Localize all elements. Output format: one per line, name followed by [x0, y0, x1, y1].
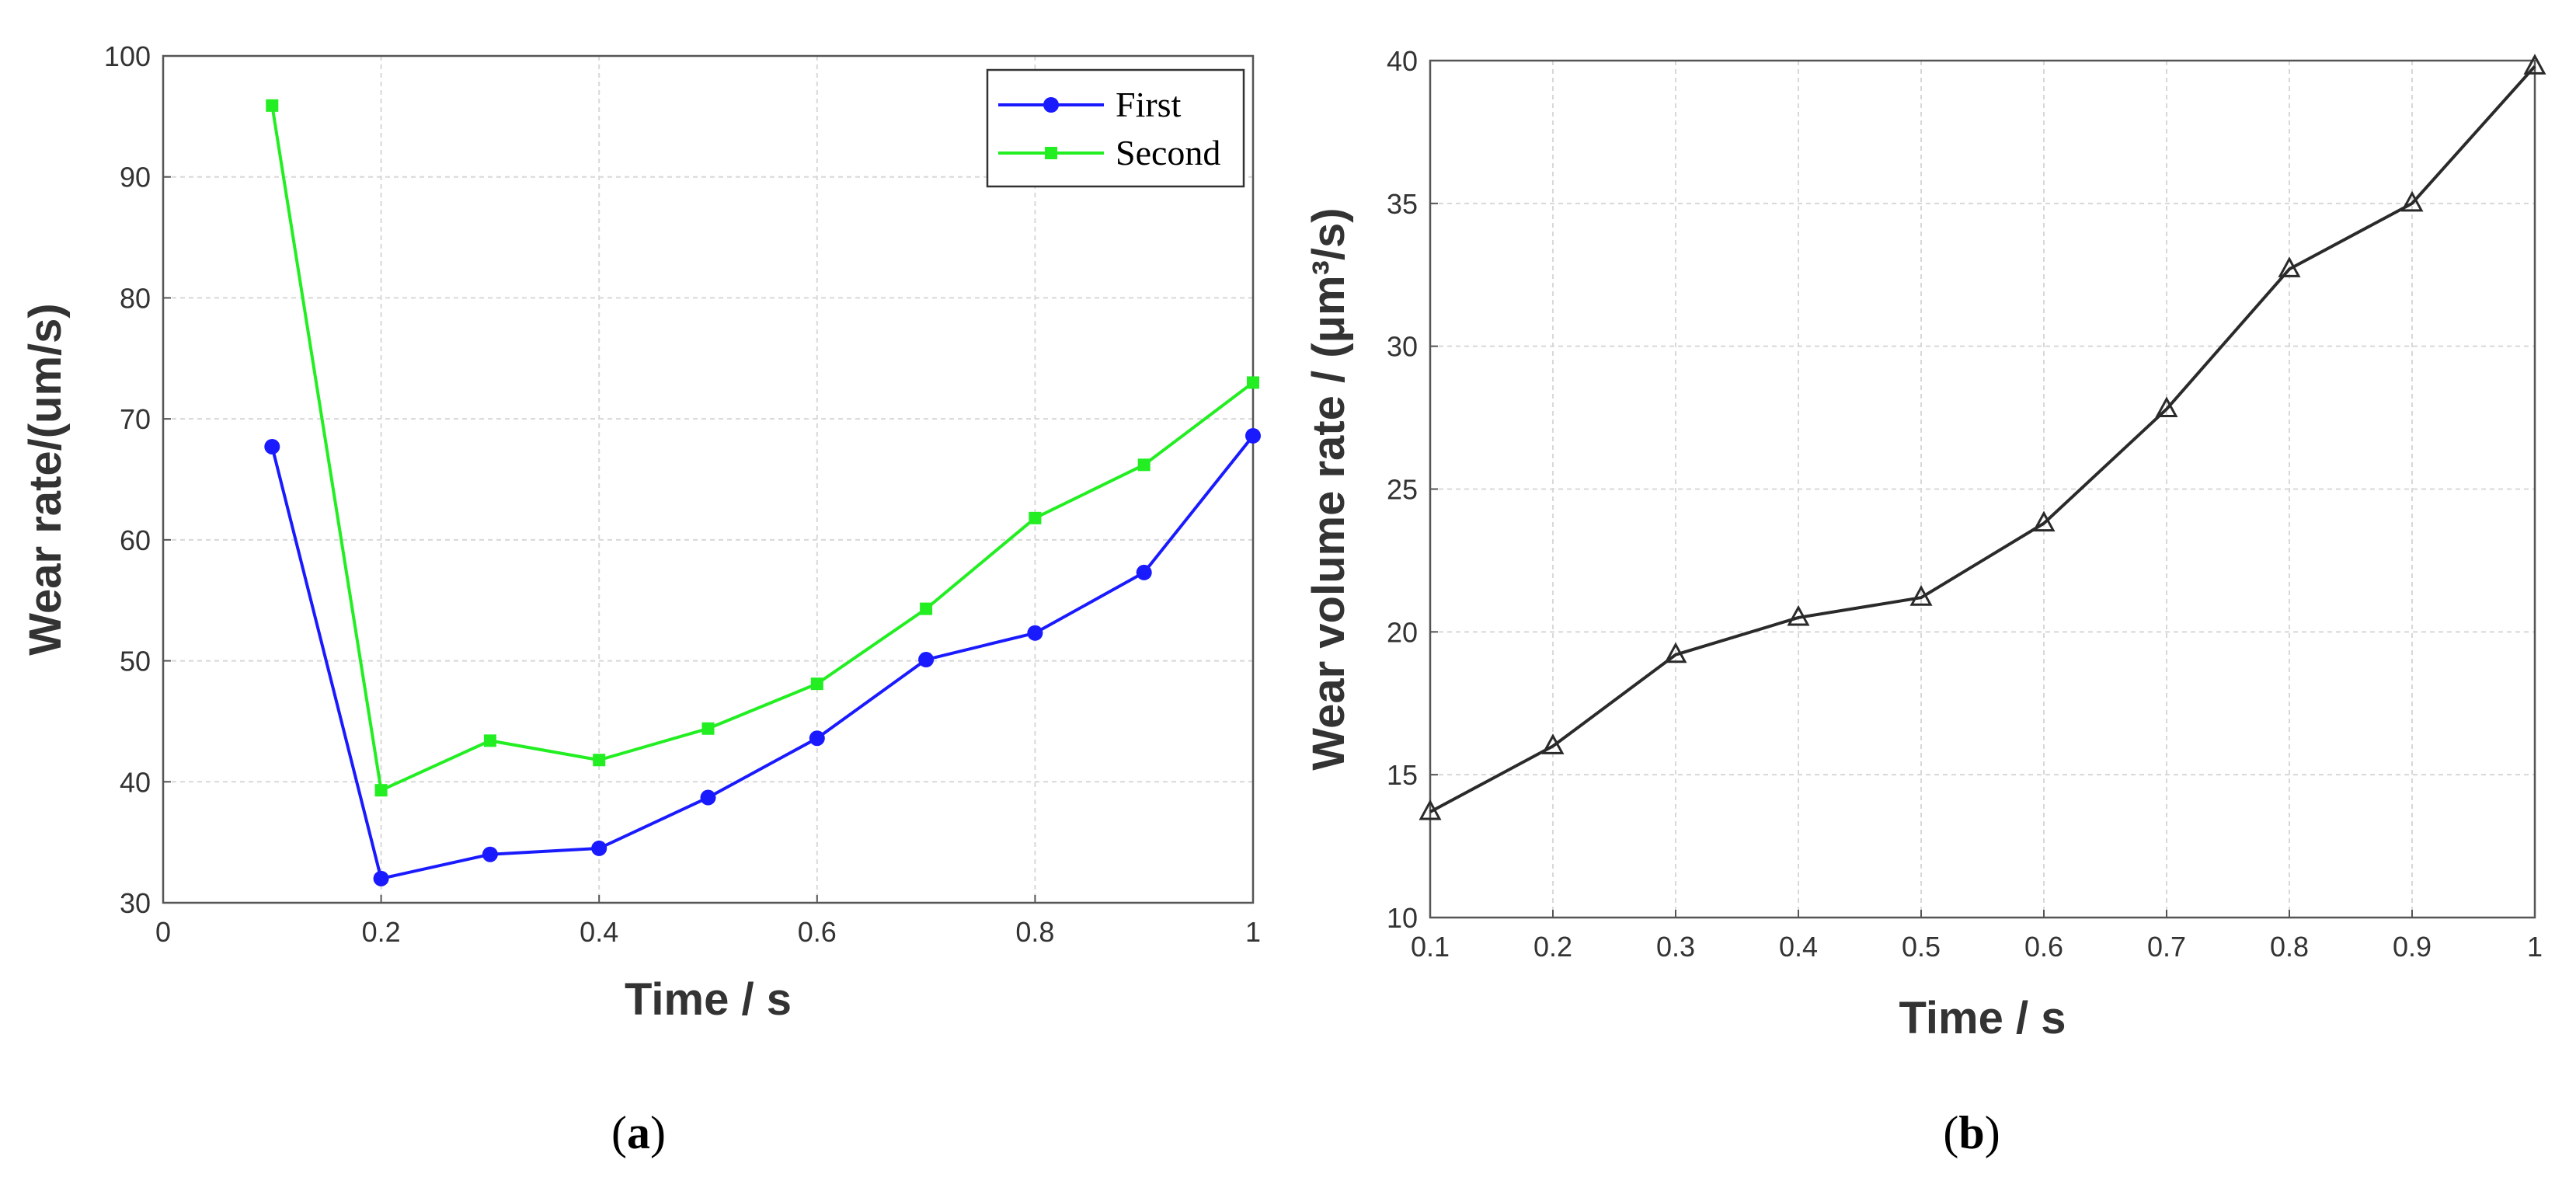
data-point-a-1-6 — [920, 602, 933, 615]
x-ticks-a: 0 0.2 0.4 0.6 0.8 1 — [155, 895, 1261, 948]
data-point-b-0-6 — [2155, 396, 2178, 418]
x-tick-label-b-3: 0.4 — [1779, 931, 1818, 963]
data-point-a-1-1 — [374, 784, 388, 797]
data-point-b-0-8 — [2400, 190, 2424, 212]
y-axis-label-b: Wear volume rate / (μm³/s) — [1304, 207, 1354, 770]
y-ticks-a: 30 40 50 60 70 80 90 100 — [104, 40, 171, 919]
data-point-a-1-2 — [483, 734, 496, 747]
data-point-a-1-9 — [1247, 376, 1259, 389]
plot-area-a — [162, 54, 1255, 904]
chart-panel-a: 0 0.2 0.4 0.6 0.8 1 30 40 50 60 70 80 90 100 First Se… — [20, 40, 1261, 1158]
x-tick-label-a-1: 0.2 — [362, 916, 401, 948]
legend-box-a — [986, 68, 1245, 188]
data-point-a-0-4 — [700, 789, 716, 806]
x-tick-label-b-9: 1 — [2527, 931, 2543, 963]
y-tick-label-a-7: 100 — [104, 40, 151, 72]
x-tick-label-b-6: 0.7 — [2147, 931, 2186, 963]
data-point-b-0-9 — [2523, 54, 2546, 75]
x-axis-label-b: Time / s — [1899, 993, 2066, 1043]
y-tick-label-b-1: 15 — [1387, 759, 1418, 791]
series-line-b-0 — [1429, 65, 2536, 813]
series-group-a — [264, 99, 1261, 886]
panel-label-a: (a) — [611, 1107, 666, 1158]
data-point-a-0-1 — [373, 870, 389, 886]
x-tick-label-b-4: 0.5 — [1902, 931, 1941, 963]
x-tick-label-a-0: 0 — [155, 916, 171, 948]
x-tick-label-b-5: 0.6 — [2024, 931, 2063, 963]
legend-marker-a-0 — [1043, 97, 1059, 113]
legend-label-a-1: Second — [1116, 133, 1220, 172]
y-tick-label-a-1: 40 — [120, 766, 151, 798]
series-line-a-1 — [270, 105, 1255, 792]
data-point-a-0-2 — [482, 846, 498, 862]
x-tick-label-b-0: 0.1 — [1411, 931, 1450, 963]
data-point-a-1-8 — [1137, 458, 1150, 472]
data-point-a-0-3 — [591, 840, 607, 856]
y-axis-label-a: Wear rate/(um/s) — [20, 303, 71, 655]
y-ticks-b: 10 15 20 25 30 35 40 — [1387, 45, 1438, 934]
series-group-b — [1419, 54, 2546, 820]
x-tick-label-b-7: 0.8 — [2270, 931, 2309, 963]
data-point-a-1-7 — [1029, 511, 1042, 524]
y-tick-label-a-0: 30 — [120, 887, 151, 919]
y-tick-label-b-5: 35 — [1387, 188, 1418, 220]
data-point-b-0-5 — [2032, 510, 2056, 532]
y-tick-label-a-4: 70 — [120, 403, 151, 435]
x-tick-label-a-3: 0.6 — [798, 916, 837, 948]
data-point-b-0-7 — [2278, 256, 2301, 277]
data-point-a-0-0 — [264, 438, 280, 454]
x-tick-label-a-5: 1 — [1245, 916, 1261, 948]
data-point-b-0-1 — [1541, 733, 1565, 754]
data-point-a-0-6 — [918, 652, 935, 668]
y-tick-label-b-4: 30 — [1387, 331, 1418, 363]
data-point-a-0-7 — [1027, 625, 1043, 641]
y-tick-label-a-3: 60 — [120, 524, 151, 556]
grid-b — [1429, 60, 2536, 918]
x-axis-label-a: Time / s — [625, 974, 792, 1025]
legend-label-a-0: First — [1116, 85, 1182, 124]
x-tick-label-b-2: 0.3 — [1656, 931, 1695, 963]
x-tick-label-a-2: 0.4 — [580, 916, 618, 948]
y-tick-label-b-6: 40 — [1387, 45, 1418, 77]
data-point-a-0-9 — [1245, 427, 1261, 444]
data-point-a-0-8 — [1136, 564, 1152, 580]
chart-panel-b: 0.1 0.2 0.3 0.4 0.5 0.6 0.7 0.8 0.9 1 10 15 20 25 30 3… — [1304, 45, 2546, 1158]
x-tick-label-a-4: 0.8 — [1015, 916, 1054, 948]
data-point-a-0-5 — [809, 730, 825, 747]
x-tick-label-b-1: 0.2 — [1533, 931, 1572, 963]
data-point-b-0-2 — [1664, 642, 1687, 663]
legend-marker-a-1 — [1045, 147, 1057, 159]
data-point-b-0-3 — [1787, 604, 1810, 626]
x-ticks-b: 0.1 0.2 0.3 0.4 0.5 0.6 0.7 0.8 0.9 1 — [1411, 910, 2543, 963]
panel-label-b: (b) — [1943, 1107, 2000, 1158]
legend-a: First Second — [986, 68, 1245, 188]
data-point-a-1-5 — [810, 677, 823, 691]
x-tick-label-b-8: 0.9 — [2393, 931, 2432, 963]
series-line-a-0 — [270, 434, 1255, 880]
y-tick-label-a-6: 90 — [120, 162, 151, 193]
data-point-b-0-4 — [1909, 585, 1933, 606]
y-tick-label-a-2: 50 — [120, 646, 151, 677]
data-point-a-1-4 — [701, 722, 715, 735]
y-tick-label-b-0: 10 — [1387, 902, 1418, 934]
y-tick-label-b-2: 20 — [1387, 616, 1418, 648]
data-point-b-0-0 — [1419, 799, 1442, 820]
panel-letter-a: a — [627, 1107, 650, 1158]
data-point-a-1-3 — [593, 754, 606, 767]
panel-letter-b: b — [1958, 1107, 1984, 1158]
y-tick-label-b-3: 25 — [1387, 474, 1418, 506]
y-tick-label-a-5: 80 — [120, 282, 151, 314]
data-point-a-1-0 — [266, 99, 279, 112]
